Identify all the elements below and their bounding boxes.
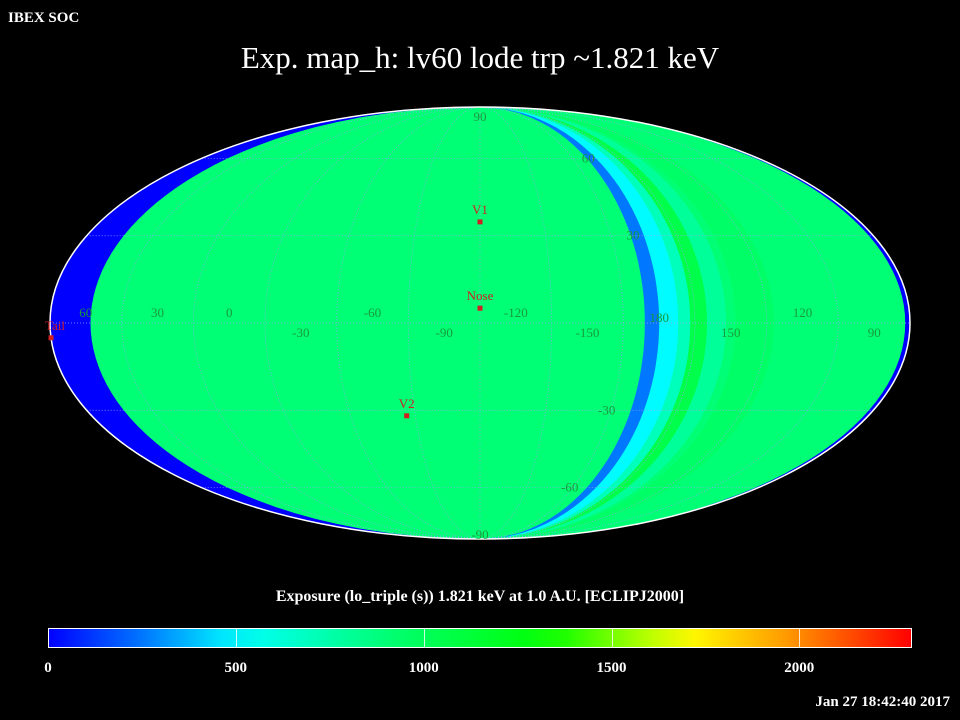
marker-label-v2: V2 xyxy=(399,396,415,411)
marker-v2 xyxy=(404,413,410,419)
colorbar-tick-mark xyxy=(611,629,613,647)
longitude-label: 90 xyxy=(868,325,881,340)
longitude-label: 120 xyxy=(793,305,813,320)
longitude-label: -60 xyxy=(364,305,381,320)
colorbar-tick-mark xyxy=(799,629,801,647)
longitude-line xyxy=(336,107,481,539)
organization-label: IBEX SOC xyxy=(8,10,80,26)
marker-nose xyxy=(477,305,483,311)
map-markers: V1 Nose V2 Tail xyxy=(45,202,494,419)
latitude-label: -30 xyxy=(598,402,615,417)
colorbar-title: Exposure (lo_triple (s)) 1.821 keV at 1.… xyxy=(275,588,685,605)
colorbar-tick-label: 1000 xyxy=(408,660,439,676)
colorbar-tick-mark xyxy=(235,629,237,647)
longitude-line xyxy=(264,107,481,539)
longitude-label: 150 xyxy=(721,325,741,340)
longitude-line xyxy=(192,107,481,539)
marker-tail xyxy=(48,335,54,341)
longitude-label: 60 xyxy=(79,305,92,320)
longitude-label: -150 xyxy=(576,325,600,340)
latitude-label: -90 xyxy=(471,527,488,542)
colorbar-tick-label: 0 xyxy=(44,660,52,676)
longitude-label: 30 xyxy=(151,305,164,320)
sky-map: 60 30 0 -30 -60 -90 -120 -150 180 150 120 90 90 60 30 -… xyxy=(45,106,911,542)
latitude-label: -60 xyxy=(561,480,578,495)
graticule xyxy=(50,107,910,539)
marker-label-tail: Tail xyxy=(45,318,65,333)
marker-label-nose: Nose xyxy=(467,288,494,303)
longitude-label: -30 xyxy=(292,325,309,340)
graticule-labels: 60 30 0 -30 -60 -90 -120 -150 180 150 120 90 90 60 30 -… xyxy=(79,109,880,542)
latitude-label: 60 xyxy=(582,150,595,165)
longitude-label: -90 xyxy=(436,325,453,340)
colorbar-tick-label: 1500 xyxy=(596,660,627,676)
longitude-label: 0 xyxy=(226,305,233,320)
marker-v1 xyxy=(477,219,483,225)
longitude-line xyxy=(407,107,481,539)
longitude-line xyxy=(479,107,553,539)
longitude-label: -120 xyxy=(504,305,528,320)
colorbar-tick-label: 500 xyxy=(224,660,248,676)
latitude-label: 90 xyxy=(474,109,487,124)
colorbar-tick-mark xyxy=(423,629,425,647)
colorbar-tick-label: 2000 xyxy=(784,660,815,676)
longitude-line xyxy=(479,107,696,539)
map-outline xyxy=(49,106,911,540)
map-title: Exp. map_h: lv60 lode trp ~1.821 keV xyxy=(240,40,720,75)
longitude-line xyxy=(479,107,624,539)
longitude-label: 180 xyxy=(649,310,669,325)
timestamp: Jan 27 18:42:40 2017 xyxy=(815,694,950,710)
latitude-label: 30 xyxy=(627,228,640,243)
longitude-line xyxy=(479,107,768,539)
colorbar xyxy=(48,628,912,648)
marker-label-v1: V1 xyxy=(472,202,488,217)
